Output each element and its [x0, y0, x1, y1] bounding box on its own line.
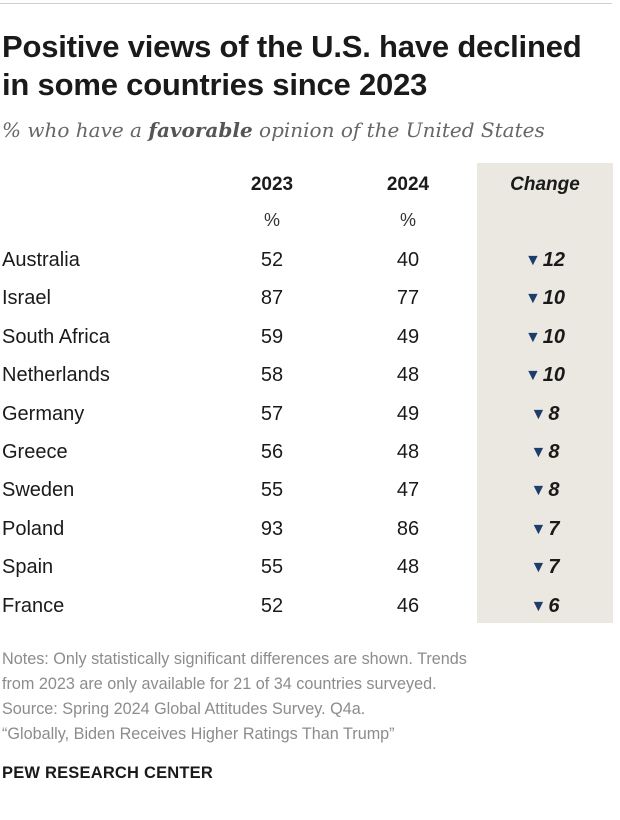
down-triangle-icon: ▼ — [524, 328, 541, 346]
down-triangle-icon: ▼ — [530, 520, 547, 538]
country-label: Poland — [2, 517, 65, 540]
change-number: 6 — [548, 594, 560, 617]
change-value: ▼ 10 — [477, 318, 613, 357]
value-2024: 77 — [396, 287, 420, 310]
country-label: Spain — [2, 556, 54, 579]
report-title-line: “Globally, Biden Receives Higher Ratings… — [2, 725, 395, 743]
value-2023: 55 — [260, 479, 284, 502]
table-row: Sweden 55 47 ▼ 8 — [0, 471, 620, 509]
column-header-change: Change — [510, 174, 580, 195]
table-row: Poland 93 86 ▼ 7 — [0, 510, 620, 548]
value-2024: 46 — [396, 594, 420, 617]
column-header-2023: 2023 — [250, 174, 294, 195]
unit-label-2023: % — [263, 210, 280, 230]
change-number: 8 — [548, 441, 560, 463]
value-2024: 47 — [396, 479, 420, 502]
change-number: 7 — [548, 517, 560, 540]
note-line: from 2023 are only available for 21 of 3… — [2, 675, 437, 693]
chart-subtitle: % who have a favorable opinion of the Un… — [2, 118, 545, 142]
subtitle-emphasis: favorable — [148, 118, 253, 142]
change-number: 8 — [548, 479, 560, 502]
change-number: 7 — [548, 556, 560, 579]
table-row: Germany 57 49 ▼ 8 — [0, 395, 620, 433]
value-2023: 87 — [260, 287, 284, 310]
change-number: 10 — [542, 287, 566, 310]
value-2024: 48 — [396, 441, 420, 463]
value-2024: 49 — [396, 325, 420, 348]
country-label: Germany — [2, 402, 85, 425]
value-2023: 59 — [260, 325, 284, 348]
down-triangle-icon: ▼ — [524, 290, 541, 308]
value-2023: 57 — [260, 402, 284, 425]
value-2024: 48 — [396, 556, 420, 579]
source-line: Source: Spring 2024 Global Attitudes Sur… — [2, 700, 366, 718]
subtitle-prefix: % who have a — [2, 118, 149, 142]
table-row: South Africa 59 49 ▼ 10 — [0, 318, 620, 356]
down-triangle-icon: ▼ — [530, 444, 547, 461]
country-label: Netherlands — [2, 364, 110, 387]
country-label: South Africa — [2, 325, 110, 348]
change-column-background — [477, 163, 613, 623]
value-2024: 48 — [396, 364, 420, 387]
value-2023: 52 — [260, 594, 284, 617]
note-line: Notes: Only statistically significant di… — [2, 650, 467, 668]
unit-label-2024: % — [399, 210, 416, 230]
subtitle-suffix: opinion of the United States — [252, 118, 545, 142]
change-number: 12 — [542, 249, 566, 271]
table-row: Netherlands 58 48 ▼ 10 — [0, 356, 620, 394]
value-2023: 58 — [260, 364, 284, 387]
brand-logo-text: PEW RESEARCH CENTER — [2, 764, 213, 782]
table-row: Greece 56 48 ▼ 8 — [0, 433, 620, 471]
change-value: ▼ 7 — [477, 510, 613, 549]
table-row: Israel 87 77 ▼ 10 — [0, 279, 620, 317]
value-2023: 56 — [260, 441, 284, 463]
change-value: ▼ 12 — [477, 241, 613, 280]
country-label: France — [2, 594, 65, 617]
down-triangle-icon: ▼ — [530, 482, 547, 500]
notes-block: Notes: Only statistically significant di… — [2, 647, 602, 747]
top-rule — [0, 3, 612, 4]
down-triangle-icon: ▼ — [524, 252, 541, 269]
country-label: Sweden — [2, 479, 75, 502]
down-triangle-icon: ▼ — [530, 405, 547, 423]
country-label: Greece — [2, 441, 68, 463]
country-label: Australia — [2, 249, 80, 271]
change-value: ▼ 8 — [477, 395, 613, 434]
change-number: 10 — [542, 325, 566, 348]
down-triangle-icon: ▼ — [524, 367, 541, 385]
country-label: Israel — [2, 287, 51, 310]
change-value: ▼ 8 — [477, 471, 613, 510]
value-2024: 40 — [396, 249, 420, 271]
table-row: Spain 55 48 ▼ 7 — [0, 548, 620, 586]
change-number: 10 — [542, 364, 566, 387]
value-2024: 86 — [396, 517, 420, 540]
value-2023: 52 — [260, 249, 284, 271]
change-value: ▼ 6 — [477, 587, 613, 626]
table-row: Australia 52 40 ▼ 12 — [0, 241, 620, 279]
change-number: 8 — [548, 402, 560, 425]
change-value: ▼ 7 — [477, 548, 613, 587]
value-2024: 49 — [396, 402, 420, 425]
chart-title: Positive views of the U.S. have declined… — [2, 29, 582, 102]
value-2023: 93 — [260, 517, 284, 540]
down-triangle-icon: ▼ — [530, 597, 547, 615]
column-header-2024: 2024 — [386, 174, 430, 195]
value-2023: 55 — [260, 556, 284, 579]
change-value: ▼ 10 — [477, 356, 613, 395]
down-triangle-icon: ▼ — [530, 559, 547, 577]
change-value: ▼ 10 — [477, 279, 613, 318]
table-row: France 52 46 ▼ 6 — [0, 587, 620, 625]
change-value: ▼ 8 — [477, 433, 613, 472]
